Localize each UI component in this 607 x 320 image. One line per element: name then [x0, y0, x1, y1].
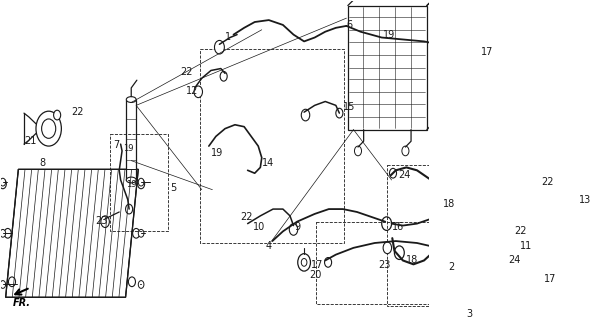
Circle shape: [133, 228, 140, 238]
Text: 17: 17: [481, 47, 493, 57]
Circle shape: [4, 228, 12, 238]
Circle shape: [325, 258, 331, 267]
Circle shape: [390, 168, 396, 178]
Text: 8: 8: [39, 158, 46, 168]
Circle shape: [382, 217, 392, 230]
Text: 22: 22: [541, 177, 554, 187]
Text: 1: 1: [225, 32, 231, 42]
Bar: [348, 5, 427, 130]
Text: 23: 23: [378, 260, 390, 270]
Circle shape: [8, 277, 16, 287]
Circle shape: [336, 108, 343, 118]
Bar: [387, 165, 472, 306]
Circle shape: [298, 254, 310, 271]
Text: 13: 13: [579, 195, 591, 204]
Circle shape: [301, 259, 307, 266]
Text: FR.: FR.: [13, 298, 31, 308]
Text: 17: 17: [544, 274, 557, 284]
Circle shape: [500, 258, 507, 267]
Circle shape: [194, 86, 203, 98]
Text: 19: 19: [126, 180, 137, 189]
Text: 18: 18: [407, 255, 419, 265]
Text: 6: 6: [347, 20, 353, 30]
Circle shape: [539, 254, 546, 263]
Circle shape: [220, 71, 227, 81]
Circle shape: [383, 242, 392, 254]
Circle shape: [138, 281, 144, 288]
Circle shape: [0, 179, 6, 189]
Text: 22: 22: [514, 226, 527, 236]
Circle shape: [568, 212, 577, 224]
Text: 22: 22: [71, 107, 84, 117]
Text: 2: 2: [448, 262, 454, 272]
Circle shape: [126, 204, 133, 214]
Circle shape: [0, 229, 5, 237]
Circle shape: [290, 224, 298, 235]
Circle shape: [395, 246, 404, 260]
Circle shape: [0, 281, 5, 288]
Circle shape: [431, 191, 441, 204]
Circle shape: [138, 229, 144, 237]
Text: 10: 10: [253, 222, 265, 232]
Text: 9: 9: [294, 222, 300, 232]
Bar: [200, 49, 344, 243]
Text: 19: 19: [123, 144, 134, 153]
Text: 20: 20: [310, 270, 322, 280]
Circle shape: [402, 146, 409, 156]
Circle shape: [301, 109, 310, 121]
Text: 12: 12: [186, 86, 198, 96]
Text: 24: 24: [509, 255, 521, 265]
Circle shape: [129, 277, 135, 287]
Circle shape: [0, 178, 5, 186]
Circle shape: [138, 179, 144, 189]
Text: 14: 14: [262, 158, 274, 168]
Text: 4: 4: [265, 241, 271, 251]
Ellipse shape: [126, 97, 136, 102]
Bar: [316, 222, 542, 304]
Polygon shape: [5, 169, 138, 297]
Text: 3: 3: [466, 309, 472, 319]
Circle shape: [354, 146, 362, 156]
Circle shape: [53, 110, 61, 120]
Text: 22: 22: [181, 67, 193, 76]
Circle shape: [36, 111, 61, 146]
Text: 16: 16: [392, 222, 404, 232]
Bar: [126, 100, 136, 180]
Bar: [110, 134, 168, 231]
Text: 21: 21: [24, 136, 36, 146]
Circle shape: [138, 178, 144, 186]
Circle shape: [214, 40, 225, 54]
Text: 18: 18: [443, 199, 455, 209]
Text: 11: 11: [520, 241, 532, 251]
Circle shape: [42, 119, 56, 138]
Circle shape: [535, 270, 541, 278]
Text: 19: 19: [383, 30, 395, 40]
Text: 23: 23: [95, 216, 107, 226]
Text: 7: 7: [113, 140, 119, 150]
Ellipse shape: [126, 177, 136, 183]
Circle shape: [101, 216, 109, 228]
Text: 5: 5: [170, 183, 176, 193]
Text: 24: 24: [398, 170, 410, 180]
Text: 19: 19: [211, 148, 223, 158]
Text: 15: 15: [343, 102, 355, 112]
Text: 22: 22: [240, 212, 253, 222]
Text: 17: 17: [311, 260, 324, 270]
